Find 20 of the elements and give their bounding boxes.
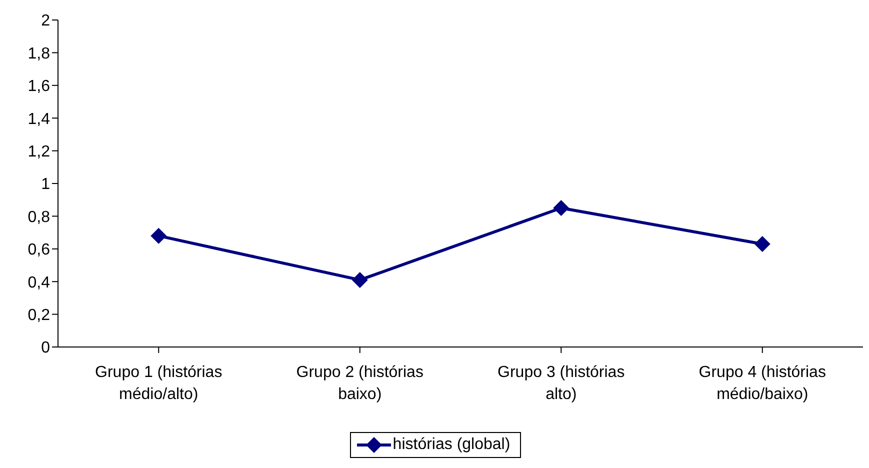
x-tick-label: Grupo 2 (histórias baixo)	[296, 364, 424, 403]
x-tick-label: Grupo 4 (histórias médio/baixo)	[698, 364, 826, 403]
point	[150, 228, 167, 244]
x-tick-label: Grupo 1 (histórias médio/alto)	[95, 364, 222, 403]
y-tick-label: 1,4	[28, 110, 50, 128]
point	[352, 272, 368, 288]
point	[553, 200, 570, 216]
y-tick-label: 0	[41, 340, 50, 357]
y-tick-label: 0,8	[28, 208, 50, 226]
y-tick-label: 1,2	[28, 143, 50, 160]
y-tick-label: 0,2	[28, 306, 50, 324]
point	[754, 236, 770, 252]
y-tick-label: 0,4	[28, 274, 50, 292]
y-tick-label: 1,8	[28, 45, 50, 62]
y-tick-label: 1,6	[28, 78, 50, 96]
y-tick-label: 1	[41, 176, 50, 194]
y-tick-label: 0,6	[28, 242, 50, 259]
x-tick-label: Grupo 3 (histórias alto)	[498, 364, 625, 403]
y-tick-label: 2	[41, 12, 50, 30]
legend-label: histórias (global)	[392, 436, 510, 454]
